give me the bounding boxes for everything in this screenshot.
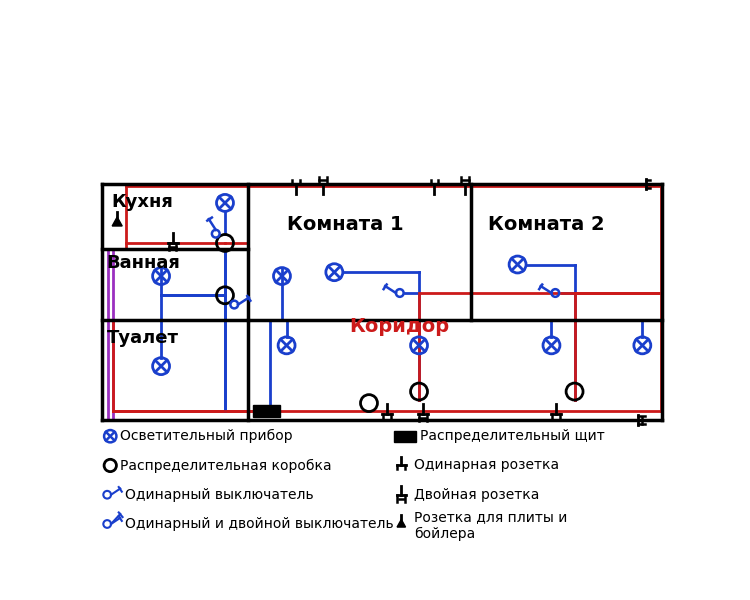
Text: Кухня: Кухня: [111, 193, 173, 211]
Text: Комната 2: Комната 2: [488, 215, 605, 234]
Text: Коридор: Коридор: [350, 317, 450, 336]
Text: Распределительный щит: Распределительный щит: [420, 429, 604, 443]
Text: Одинарный выключатель: Одинарный выключатель: [125, 488, 314, 502]
Text: Двойная розетка: Двойная розетка: [414, 488, 539, 502]
Text: Осветительный прибор: Осветительный прибор: [120, 429, 293, 443]
Text: Ванная: Ванная: [106, 254, 180, 272]
Bar: [394, 431, 416, 442]
Bar: [254, 405, 280, 416]
Polygon shape: [397, 520, 406, 527]
Polygon shape: [112, 217, 122, 226]
Text: Розетка для плиты и
бойлера: Розетка для плиты и бойлера: [414, 511, 567, 541]
Text: Одинарная розетка: Одинарная розетка: [414, 458, 559, 472]
Text: Туалет: Туалет: [106, 329, 178, 347]
Text: Комната 1: Комната 1: [286, 215, 404, 234]
Text: Распределительная коробка: Распределительная коробка: [120, 458, 332, 473]
Text: Одинарный и двойной выключатель: Одинарный и двойной выключатель: [125, 517, 394, 531]
